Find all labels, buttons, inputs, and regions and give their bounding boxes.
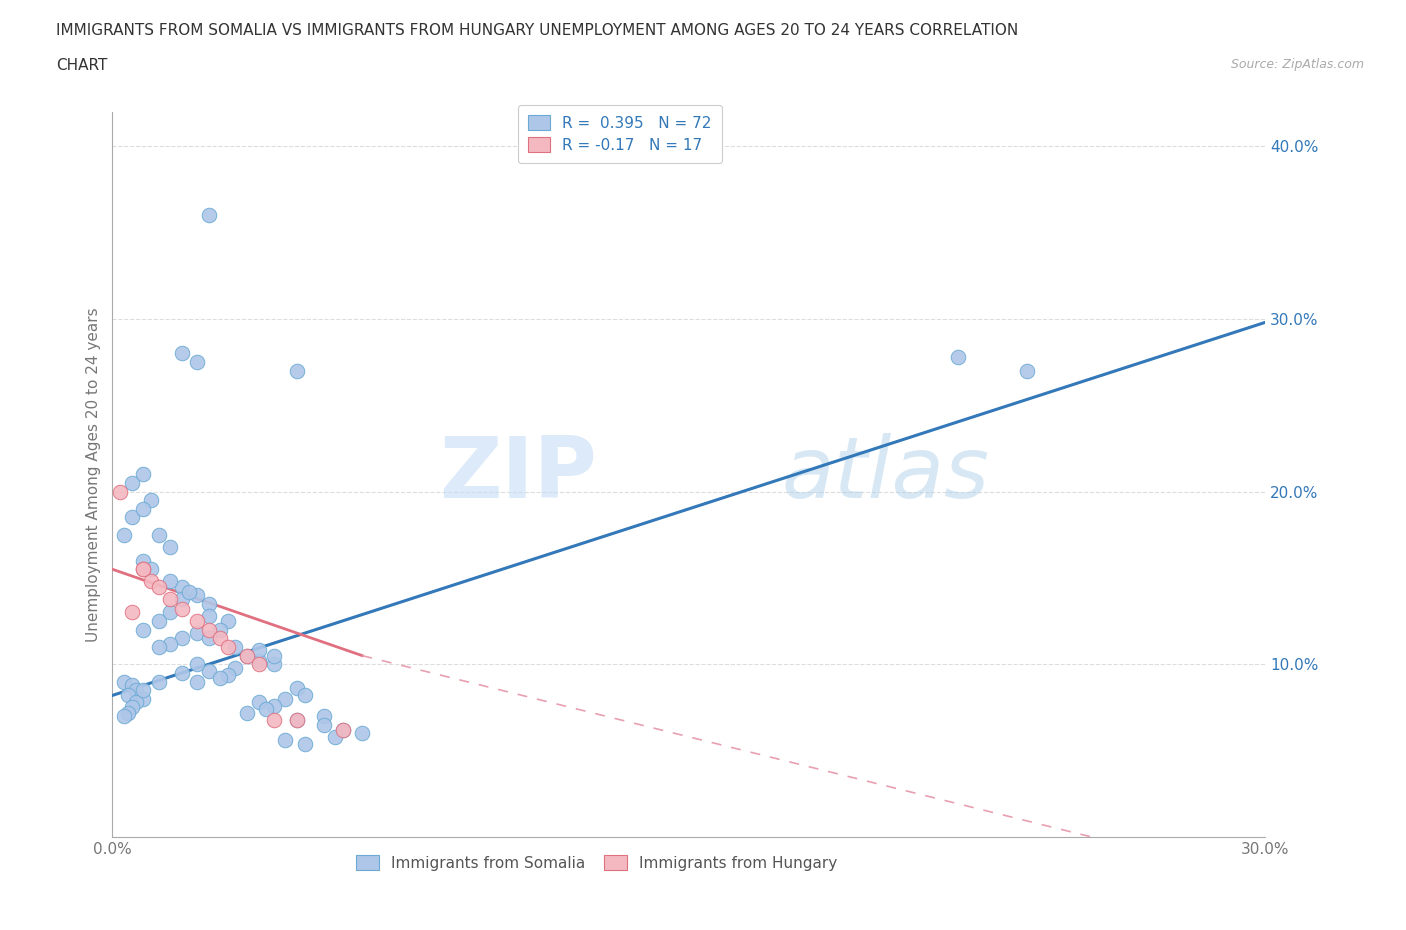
- Point: [294, 737, 316, 751]
- Point: [332, 723, 354, 737]
- Point: [170, 666, 193, 681]
- Point: [108, 485, 131, 499]
- Point: [148, 527, 170, 542]
- Point: [197, 664, 219, 679]
- Point: [312, 709, 335, 724]
- Text: atlas: atlas: [782, 432, 990, 516]
- Point: [274, 733, 297, 748]
- Point: [132, 553, 155, 568]
- Point: [217, 640, 239, 655]
- Point: [186, 614, 208, 629]
- Point: [124, 695, 146, 710]
- Point: [148, 579, 170, 594]
- Point: [148, 640, 170, 655]
- Point: [352, 726, 374, 741]
- Point: [217, 667, 239, 682]
- Point: [121, 678, 143, 693]
- Point: [197, 631, 219, 645]
- Point: [117, 705, 139, 720]
- Point: [139, 562, 162, 577]
- Point: [121, 605, 143, 620]
- Point: [132, 562, 155, 577]
- Point: [121, 700, 143, 715]
- Point: [139, 574, 162, 589]
- Point: [159, 591, 181, 606]
- Point: [325, 729, 347, 744]
- Point: [224, 660, 246, 675]
- Point: [209, 671, 232, 685]
- Point: [254, 702, 277, 717]
- Point: [121, 510, 143, 525]
- Point: [170, 579, 193, 594]
- Point: [170, 591, 193, 606]
- Point: [121, 475, 143, 490]
- Point: [294, 688, 316, 703]
- Text: ZIP: ZIP: [439, 432, 596, 516]
- Point: [159, 539, 181, 554]
- Point: [247, 643, 270, 658]
- Point: [159, 605, 181, 620]
- Point: [236, 648, 259, 663]
- Point: [197, 207, 219, 222]
- Text: IMMIGRANTS FROM SOMALIA VS IMMIGRANTS FROM HUNGARY UNEMPLOYMENT AMONG AGES 20 TO: IMMIGRANTS FROM SOMALIA VS IMMIGRANTS FR…: [56, 23, 1018, 38]
- Text: Source: ZipAtlas.com: Source: ZipAtlas.com: [1230, 58, 1364, 71]
- Text: CHART: CHART: [56, 58, 108, 73]
- Point: [117, 688, 139, 703]
- Y-axis label: Unemployment Among Ages 20 to 24 years: Unemployment Among Ages 20 to 24 years: [86, 307, 101, 642]
- Point: [263, 712, 285, 727]
- Point: [285, 712, 308, 727]
- Legend: Immigrants from Somalia, Immigrants from Hungary: Immigrants from Somalia, Immigrants from…: [347, 846, 846, 880]
- Point: [132, 622, 155, 637]
- Point: [285, 681, 308, 696]
- Point: [112, 709, 135, 724]
- Point: [112, 527, 135, 542]
- Point: [285, 712, 308, 727]
- Point: [132, 683, 155, 698]
- Point: [112, 674, 135, 689]
- Point: [197, 608, 219, 623]
- Point: [209, 622, 232, 637]
- Point: [139, 493, 162, 508]
- Point: [312, 717, 335, 732]
- Point: [247, 657, 270, 671]
- Point: [186, 674, 208, 689]
- Point: [186, 626, 208, 641]
- Point: [236, 648, 259, 663]
- Point: [1017, 364, 1039, 379]
- Point: [159, 636, 181, 651]
- Point: [274, 691, 297, 706]
- Point: [186, 657, 208, 671]
- Point: [263, 698, 285, 713]
- Point: [332, 723, 354, 737]
- Point: [197, 596, 219, 611]
- Point: [247, 695, 270, 710]
- Point: [148, 614, 170, 629]
- Point: [179, 584, 201, 599]
- Point: [236, 705, 259, 720]
- Point: [124, 683, 146, 698]
- Point: [247, 654, 270, 669]
- Point: [132, 467, 155, 482]
- Point: [186, 354, 208, 369]
- Point: [159, 574, 181, 589]
- Point: [197, 622, 219, 637]
- Point: [263, 657, 285, 671]
- Point: [132, 501, 155, 516]
- Point: [946, 350, 969, 365]
- Point: [209, 631, 232, 645]
- Point: [132, 691, 155, 706]
- Point: [132, 562, 155, 577]
- Point: [148, 674, 170, 689]
- Point: [186, 588, 208, 603]
- Point: [170, 631, 193, 645]
- Point: [224, 640, 246, 655]
- Point: [170, 346, 193, 361]
- Point: [217, 614, 239, 629]
- Point: [263, 648, 285, 663]
- Point: [285, 364, 308, 379]
- Point: [170, 602, 193, 617]
